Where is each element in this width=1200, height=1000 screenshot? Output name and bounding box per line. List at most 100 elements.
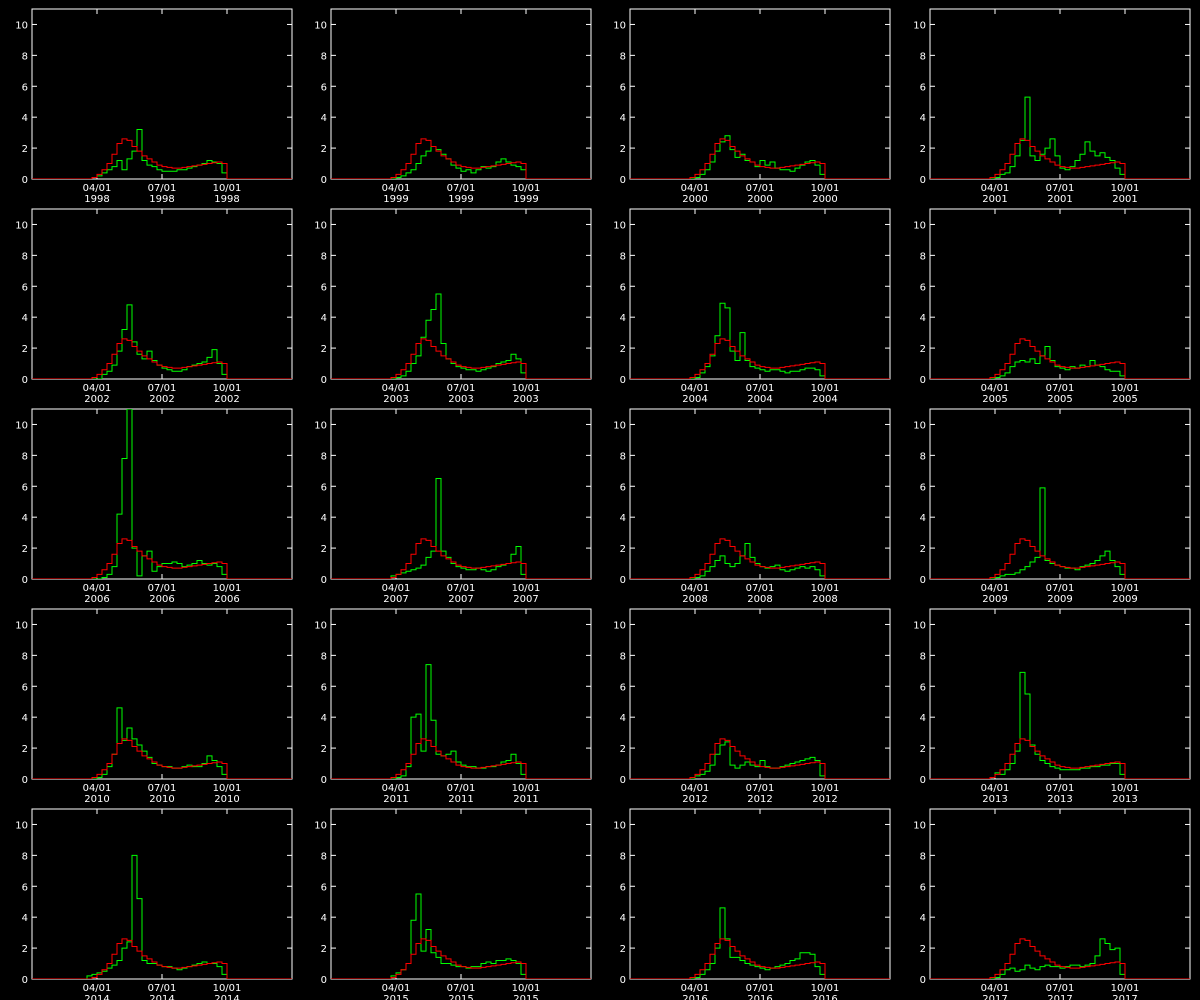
x-tick-label-year: 2003: [383, 394, 408, 405]
plot-frame: [929, 408, 1191, 580]
series-red-line: [630, 138, 890, 179]
x-tick-label-date: 07/01: [148, 783, 177, 794]
series-red-line: [32, 338, 292, 379]
y-tick-label: 8: [920, 251, 926, 262]
y-tick-label: 8: [321, 451, 327, 462]
x-tick-label-date: 04/01: [681, 183, 710, 194]
x-tick-label-year: 2001: [1112, 194, 1137, 205]
x-tick-label-year: 2011: [383, 794, 408, 805]
y-tick-label: 2: [620, 744, 626, 755]
x-tick-label-date: 07/01: [746, 983, 775, 994]
x-tick-label-year: 2000: [747, 194, 772, 205]
y-tick-label: 0: [321, 775, 327, 786]
x-tick-label-date: 07/01: [1046, 583, 1075, 594]
y-tick-label: 6: [321, 882, 327, 893]
y-tick-label: 8: [620, 51, 626, 62]
x-tick-label-year: 2012: [747, 794, 772, 805]
x-tick-label-year: 1998: [84, 194, 109, 205]
plot-frame: [629, 408, 891, 580]
y-tick-label: 6: [620, 882, 626, 893]
x-tick-label-year: 1998: [149, 194, 174, 205]
y-tick-label: 6: [321, 482, 327, 493]
series-red-line: [630, 538, 890, 579]
y-tick-label: 8: [22, 251, 28, 262]
series-green-line: [32, 409, 292, 579]
plot-frame: [31, 808, 293, 980]
y-tick-label: 0: [321, 575, 327, 586]
plot-frame: [31, 8, 293, 180]
y-tick-label: 4: [620, 913, 626, 924]
x-tick-label-year: 2010: [214, 794, 239, 805]
series-red-line: [32, 738, 292, 779]
y-tick-label: 10: [913, 420, 926, 431]
x-tick-label-year: 2013: [1112, 794, 1137, 805]
y-tick-label: 6: [321, 682, 327, 693]
series-green-line: [32, 304, 292, 379]
x-tick-label-year: 2015: [383, 994, 408, 1000]
y-tick-label: 10: [913, 620, 926, 631]
x-tick-label-year: 2005: [1112, 394, 1137, 405]
x-tick-label-year: 2008: [812, 594, 837, 605]
x-tick-label-year: 2010: [149, 794, 174, 805]
x-tick-label-date: 10/01: [512, 783, 541, 794]
y-tick-label: 6: [620, 282, 626, 293]
y-tick-label: 4: [321, 913, 327, 924]
x-tick-label-date: 10/01: [811, 383, 840, 394]
y-tick-label: 4: [620, 313, 626, 324]
y-tick-label: 2: [620, 144, 626, 155]
x-tick-label-year: 2000: [812, 194, 837, 205]
y-tick-label: 4: [22, 713, 28, 724]
y-tick-label: 10: [613, 620, 626, 631]
y-tick-label: 8: [620, 851, 626, 862]
x-tick-label-year: 2016: [682, 994, 707, 1000]
y-tick-label: 10: [613, 220, 626, 231]
x-tick-label-date: 04/01: [681, 983, 710, 994]
x-tick-label-year: 1998: [214, 194, 239, 205]
y-tick-label: 10: [613, 420, 626, 431]
plot-frame: [31, 408, 293, 580]
y-tick-label: 0: [620, 975, 626, 986]
y-tick-label: 6: [321, 82, 327, 93]
y-tick-label: 10: [15, 220, 28, 231]
x-tick-label-date: 10/01: [512, 983, 541, 994]
y-tick-label: 8: [920, 51, 926, 62]
y-tick-label: 2: [321, 744, 327, 755]
x-tick-label-year: 2004: [682, 394, 707, 405]
x-tick-label-year: 2016: [747, 994, 772, 1000]
x-tick-label-year: 2008: [682, 594, 707, 605]
x-tick-label-date: 07/01: [746, 783, 775, 794]
series-red-line: [32, 938, 292, 979]
x-tick-label-year: 2013: [982, 794, 1007, 805]
y-tick-label: 4: [920, 513, 926, 524]
y-tick-label: 6: [22, 282, 28, 293]
x-tick-label-year: 2003: [448, 394, 473, 405]
y-tick-label: 2: [620, 344, 626, 355]
plot-frame: [629, 808, 891, 980]
series-red-line: [630, 938, 890, 979]
y-tick-label: 6: [22, 482, 28, 493]
x-tick-label-year: 2003: [513, 394, 538, 405]
series-red-line: [930, 738, 1190, 779]
x-tick-label-year: 2017: [982, 994, 1007, 1000]
x-tick-label-date: 04/01: [382, 583, 411, 594]
series-red-line: [630, 738, 890, 779]
x-tick-label-date: 04/01: [83, 783, 112, 794]
y-tick-label: 6: [920, 82, 926, 93]
x-tick-label-year: 2009: [982, 594, 1007, 605]
x-tick-label-date: 10/01: [213, 383, 242, 394]
y-tick-label: 8: [920, 651, 926, 662]
series-red-line: [331, 338, 591, 379]
y-tick-label: 4: [920, 313, 926, 324]
x-tick-label-date: 04/01: [382, 983, 411, 994]
y-tick-label: 8: [920, 451, 926, 462]
x-tick-label-year: 2015: [513, 994, 538, 1000]
plot-frame: [629, 608, 891, 780]
y-tick-label: 10: [15, 620, 28, 631]
x-tick-label-year: 2007: [448, 594, 473, 605]
